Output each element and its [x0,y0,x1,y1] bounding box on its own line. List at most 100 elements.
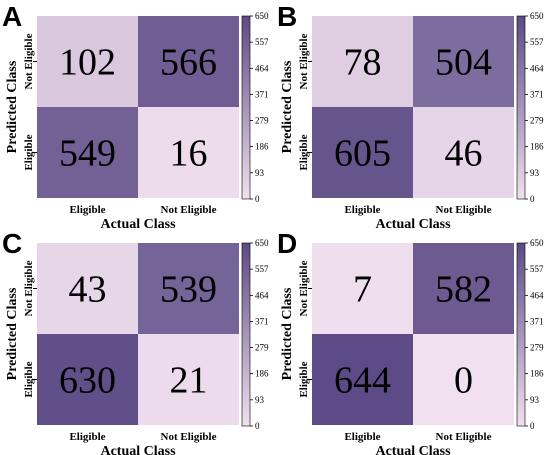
colorbar-tick-label: 0 [255,194,260,204]
heatmap-cell [37,243,138,334]
colorbar [516,242,526,427]
colorbar-tick-label: 279 [255,342,269,352]
colorbar-tick-label: 650 [255,11,269,21]
cell-value: 46 [445,133,483,175]
cell-value: 539 [160,269,217,311]
confusion-matrix-chart: A 102 566 549 16 Eligible Not Eligible Not Elig… [2,1,269,232]
y-tick-label: Eligible [298,134,310,170]
x-tick-label: Not Eligible [161,431,217,443]
heatmap-cell [413,16,514,107]
cell-value: 566 [160,42,217,84]
x-axis-title: Actual Class [100,444,176,455]
x-axis-title: Actual Class [375,217,451,232]
x-tick-label: Not Eligible [436,431,492,443]
x-tick-label: Eligible [344,431,380,443]
colorbar-tick-label: 186 [255,142,269,152]
cell-value: 0 [454,360,473,402]
colorbar-tick-label: 557 [530,37,544,47]
y-axis-title: Predicted Class [5,287,20,380]
colorbar [516,15,526,200]
cell-value: 605 [334,133,391,175]
y-tick-label: Eligible [298,361,310,397]
heatmap-cell [312,334,413,425]
x-tick-label: Not Eligible [161,204,217,216]
y-axis-title: Predicted Class [5,60,20,153]
heatmap-cell [312,107,413,198]
confusion-matrix-chart: D 7 582 644 0 Eligible Not Eligible Not Eligibl… [277,228,544,455]
heatmap-cell [138,243,239,334]
x-tick-label: Eligible [69,204,105,216]
heatmap-cell [413,243,514,334]
heatmap-cell [138,16,239,107]
colorbar-tick-label: 279 [530,115,544,125]
colorbar-tick-label: 371 [255,317,269,327]
colorbar-tick-label: 186 [530,142,544,152]
heatmap-cell [312,16,413,107]
x-tick-label: Eligible [344,204,380,216]
y-tick-label: Not Eligible [23,260,35,316]
x-tick-label: Not Eligible [436,204,492,216]
confusion-matrix-chart: B 78 504 605 46 Eligible Not Eligible Not Eligi… [277,1,544,232]
colorbar-tick-label: 0 [530,421,535,431]
colorbar-tick-label: 371 [530,317,544,327]
colorbar-tick-label: 93 [530,168,540,178]
y-tick-label: Eligible [23,361,35,397]
heatmap-cell [37,334,138,425]
heatmap-cell [37,16,138,107]
heatmap-cell [312,243,413,334]
x-axis-title: Actual Class [100,217,176,232]
colorbar-tick-label: 0 [255,421,260,431]
cell-value: 7 [353,269,372,311]
cell-value: 102 [59,42,116,84]
colorbar-tick-label: 650 [530,11,544,21]
colorbar [241,242,251,427]
confusion-matrix-panel-a: A 102 566 549 16 Eligible Not Eligible Not Elig… [0,0,275,232]
cell-value: 644 [334,360,391,402]
cell-value: 78 [344,42,382,84]
colorbar-tick-label: 371 [530,90,544,100]
colorbar-tick-label: 650 [530,238,544,248]
cell-value: 549 [59,133,116,175]
x-tick-label: Eligible [69,431,105,443]
y-tick-label: Eligible [23,134,35,170]
colorbar-tick-label: 279 [530,342,544,352]
colorbar-tick-label: 371 [255,90,269,100]
y-tick-label: Not Eligible [298,260,310,316]
colorbar-tick-label: 93 [255,395,265,405]
heatmap-cell [413,107,514,198]
heatmap-cell [37,107,138,198]
colorbar-tick-label: 0 [530,194,535,204]
colorbar-tick-label: 464 [530,290,544,300]
colorbar [241,15,251,200]
cell-value: 43 [69,269,107,311]
confusion-matrix-panel-c: C 43 539 630 21 Eligible Not Eligible Not Eligi… [0,227,275,455]
confusion-matrix-chart: C 43 539 630 21 Eligible Not Eligible Not Eligi… [2,228,269,455]
colorbar-tick-label: 557 [530,264,544,274]
confusion-matrix-panel-b: B 78 504 605 46 Eligible Not Eligible Not Eligi… [275,0,550,232]
cell-value: 504 [435,42,492,84]
y-tick-label: Not Eligible [23,33,35,89]
colorbar-tick-label: 93 [530,395,540,405]
panel-label: D [277,228,297,259]
x-axis-title: Actual Class [375,444,451,455]
heatmap-cell [138,334,239,425]
y-tick-label: Not Eligible [298,33,310,89]
colorbar-tick-label: 186 [530,369,544,379]
y-axis-title: Predicted Class [280,287,295,380]
colorbar-tick-label: 464 [255,290,269,300]
heatmap-cell [413,334,514,425]
panel-label: A [2,1,22,32]
cell-value: 21 [170,360,208,402]
panel-label: B [277,1,297,32]
cell-value: 630 [59,360,116,402]
colorbar-tick-label: 557 [255,264,269,274]
colorbar-tick-label: 93 [255,168,265,178]
colorbar-tick-label: 464 [530,63,544,73]
heatmap-cell [138,107,239,198]
cell-value: 582 [435,269,492,311]
confusion-matrix-panel-d: D 7 582 644 0 Eligible Not Eligible Not Eligibl… [275,227,550,455]
colorbar-tick-label: 650 [255,238,269,248]
colorbar-tick-label: 464 [255,63,269,73]
colorbar-tick-label: 186 [255,369,269,379]
colorbar-tick-label: 279 [255,115,269,125]
